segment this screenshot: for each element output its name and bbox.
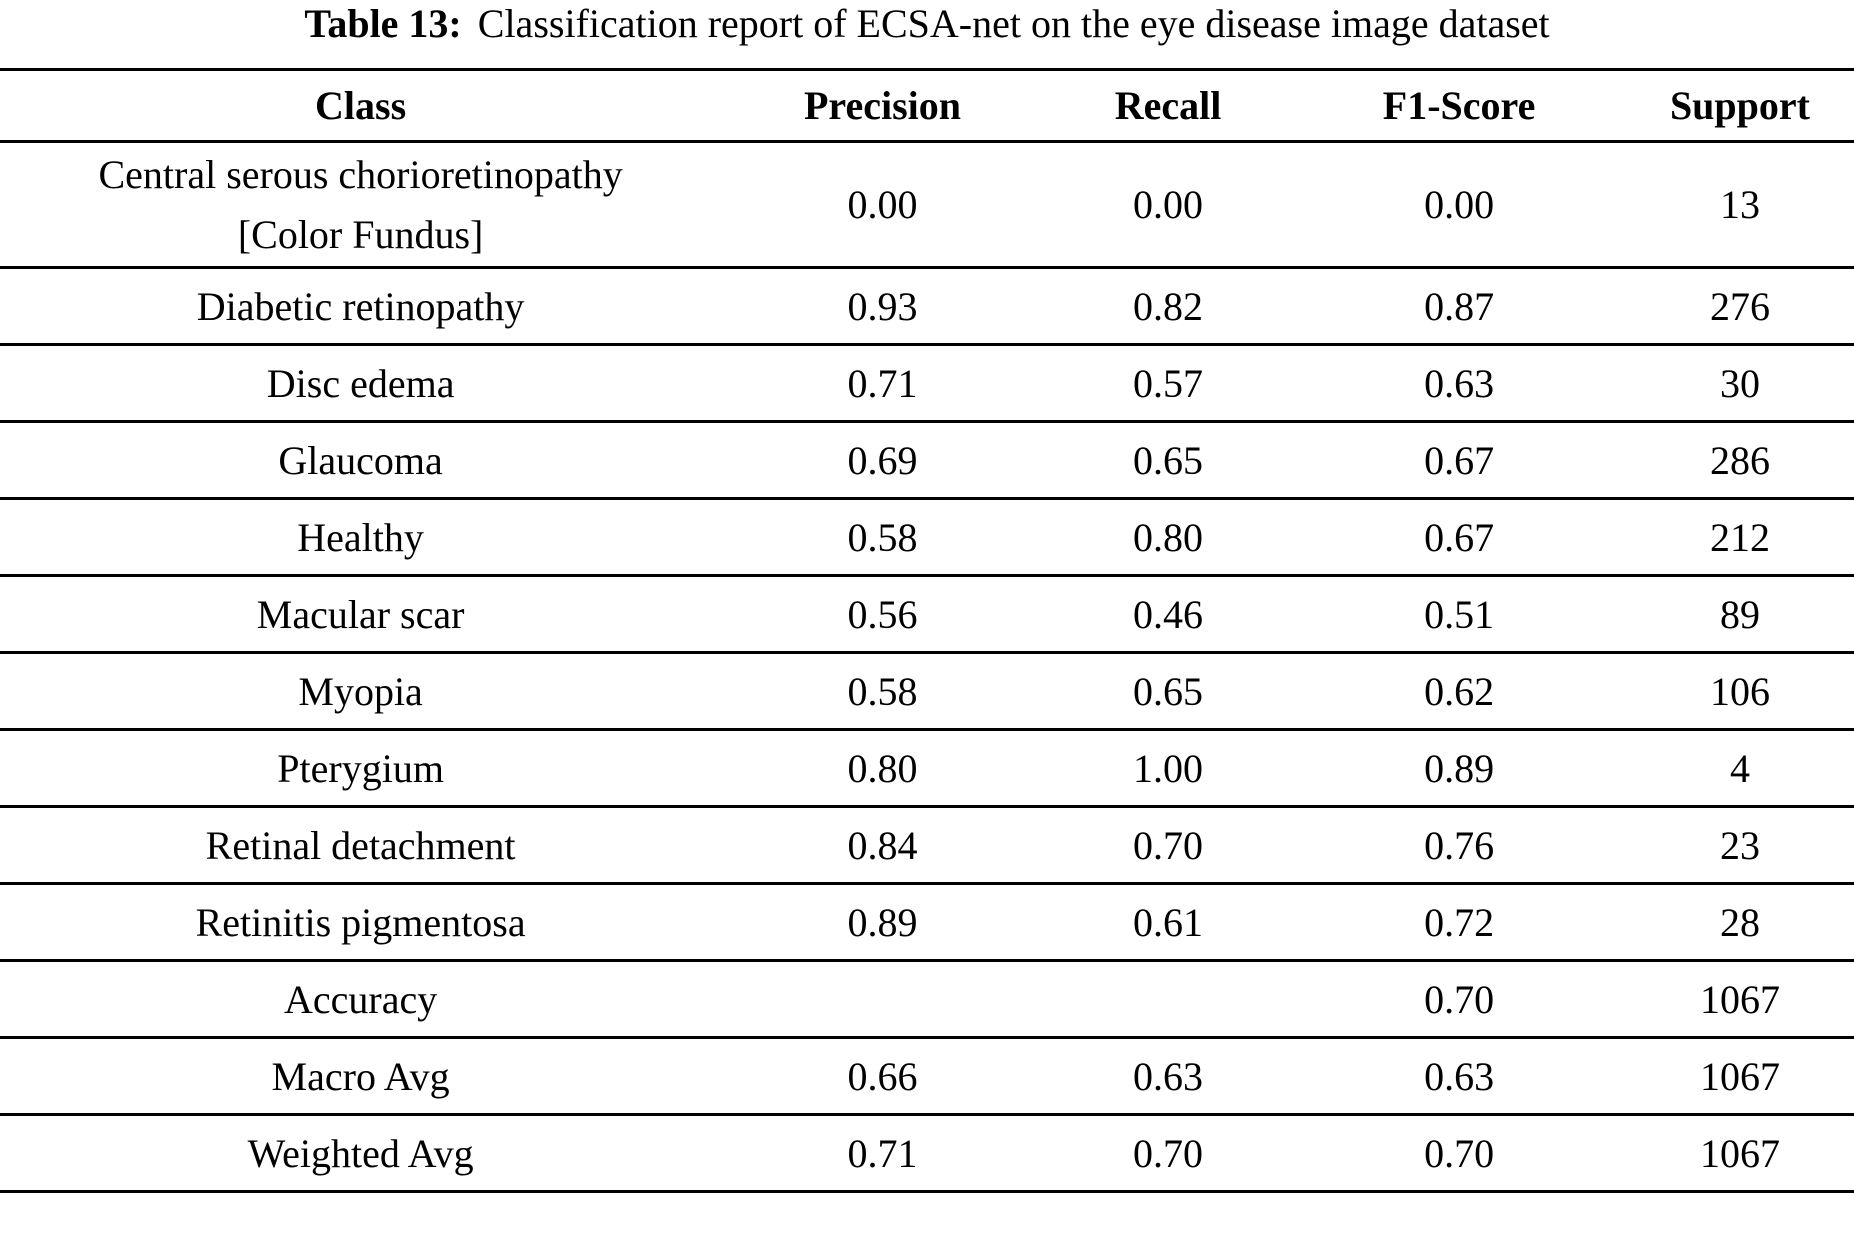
class-cell: Accuracy xyxy=(283,976,438,1022)
class-cell: Macro Avg xyxy=(271,1053,450,1099)
f1-score-cell: 0.87 xyxy=(1424,283,1495,329)
class-cell: Diabetic retinopathy xyxy=(196,283,525,329)
precision-cell: 0.58 xyxy=(847,668,918,714)
table-row: Healthy 0.58 0.80 0.67 212 xyxy=(0,499,1854,576)
table-row: Macro Avg 0.66 0.63 0.63 1067 xyxy=(0,1038,1854,1115)
support-cell: 89 xyxy=(1719,591,1760,637)
support-cell: 212 xyxy=(1709,514,1770,560)
precision-cell: 0.80 xyxy=(847,745,918,791)
f1-score-cell: 0.63 xyxy=(1424,360,1495,406)
class-cell: Weighted Avg xyxy=(247,1130,474,1176)
f1-score-cell: 0.70 xyxy=(1424,976,1495,1022)
class-cell: Retinal detachment xyxy=(205,822,516,868)
col-header-precision: Precision xyxy=(803,83,961,128)
support-cell: 30 xyxy=(1719,360,1760,406)
f1-score-cell: 0.62 xyxy=(1424,668,1495,714)
table-row: Accuracy 0.70 1067 xyxy=(0,961,1854,1038)
recall-cell: 0.70 xyxy=(1133,822,1203,868)
table-caption-label: Table 13: xyxy=(304,1,462,46)
recall-cell: 0.00 xyxy=(1133,182,1203,227)
recall-cell: 1.00 xyxy=(1133,745,1203,791)
table-row: Central serous chorioretinopathy [Color … xyxy=(0,142,1854,268)
precision-cell xyxy=(721,961,1044,1038)
class-cell: Myopia xyxy=(298,668,423,714)
f1-score-cell: 0.72 xyxy=(1424,899,1495,945)
class-name-line: Central serous chorioretinopathy xyxy=(98,151,623,197)
table-caption: Table 13: Classification report of ECSA-… xyxy=(0,0,1854,68)
support-cell: 286 xyxy=(1709,437,1770,483)
f1-score-cell: 0.67 xyxy=(1424,514,1495,560)
recall-cell: 0.65 xyxy=(1133,437,1203,483)
support-cell: 28 xyxy=(1719,899,1760,945)
support-cell: 23 xyxy=(1719,822,1760,868)
col-header-f1-score: F1-Score xyxy=(1382,83,1536,128)
f1-score-cell: 0.00 xyxy=(1424,182,1495,227)
f1-score-cell: 0.51 xyxy=(1424,591,1495,637)
class-cell: Retinitis pigmentosa xyxy=(195,899,526,945)
precision-cell: 0.71 xyxy=(847,1130,918,1176)
table-row: Macular scar 0.56 0.46 0.51 89 xyxy=(0,576,1854,653)
precision-cell: 0.69 xyxy=(847,437,918,483)
class-cell: Glaucoma xyxy=(278,437,443,483)
class-cell: Pterygium xyxy=(277,745,444,791)
table-row: Myopia 0.58 0.65 0.62 106 xyxy=(0,653,1854,730)
table-row: Diabetic retinopathy 0.93 0.82 0.87 276 xyxy=(0,268,1854,345)
recall-cell: 0.82 xyxy=(1133,283,1203,329)
recall-cell: 0.46 xyxy=(1133,591,1203,637)
recall-cell: 0.80 xyxy=(1133,514,1203,560)
recall-cell: 0.57 xyxy=(1133,360,1203,406)
f1-score-cell: 0.67 xyxy=(1424,437,1495,483)
classification-report-table: Class Precision Recall F1-Score Support … xyxy=(0,68,1854,1193)
col-header-class: Class xyxy=(315,83,407,128)
precision-cell: 0.71 xyxy=(847,360,918,406)
f1-score-cell: 0.76 xyxy=(1424,822,1495,868)
table-row: Glaucoma 0.69 0.65 0.67 286 xyxy=(0,422,1854,499)
table-row: Disc edema 0.71 0.57 0.63 30 xyxy=(0,345,1854,422)
support-cell: 1067 xyxy=(1699,976,1780,1022)
col-header-support: Support xyxy=(1669,83,1810,128)
col-header-recall: Recall xyxy=(1114,83,1222,128)
class-cell: Macular scar xyxy=(256,591,465,637)
table-row: Pterygium 0.80 1.00 0.89 4 xyxy=(0,730,1854,807)
recall-cell: 0.65 xyxy=(1133,668,1203,714)
support-cell: 106 xyxy=(1709,668,1770,714)
support-cell: 1067 xyxy=(1699,1053,1780,1099)
table-caption-text: Classification report of ECSA-net on the… xyxy=(477,1,1550,46)
support-cell: 1067 xyxy=(1699,1130,1780,1176)
f1-score-cell: 0.63 xyxy=(1424,1053,1495,1099)
recall-cell: 0.63 xyxy=(1133,1053,1203,1099)
class-cell: Disc edema xyxy=(266,360,455,406)
class-cell: Healthy xyxy=(297,514,424,560)
header-row: Class Precision Recall F1-Score Support xyxy=(0,70,1854,142)
f1-score-cell: 0.89 xyxy=(1424,745,1495,791)
table-row: Weighted Avg 0.71 0.70 0.70 1067 xyxy=(0,1115,1854,1192)
class-name-line: [Color Fundus] xyxy=(237,211,484,257)
support-cell: 13 xyxy=(1719,182,1760,227)
table-row: Retinitis pigmentosa 0.89 0.61 0.72 28 xyxy=(0,884,1854,961)
precision-cell: 0.89 xyxy=(847,899,918,945)
precision-cell: 0.84 xyxy=(847,822,918,868)
support-cell: 4 xyxy=(1729,745,1750,791)
precision-cell: 0.58 xyxy=(847,514,918,560)
recall-cell: 0.61 xyxy=(1133,899,1203,945)
f1-score-cell: 0.70 xyxy=(1424,1130,1495,1176)
precision-cell: 0.00 xyxy=(847,182,918,227)
support-cell: 276 xyxy=(1709,283,1770,329)
class-cell: Central serous chorioretinopathy [Color … xyxy=(0,142,721,268)
table-row: Retinal detachment 0.84 0.70 0.76 23 xyxy=(0,807,1854,884)
recall-cell xyxy=(1044,961,1292,1038)
precision-cell: 0.66 xyxy=(847,1053,918,1099)
precision-cell: 0.56 xyxy=(847,591,918,637)
recall-cell: 0.70 xyxy=(1133,1130,1203,1176)
precision-cell: 0.93 xyxy=(847,283,918,329)
